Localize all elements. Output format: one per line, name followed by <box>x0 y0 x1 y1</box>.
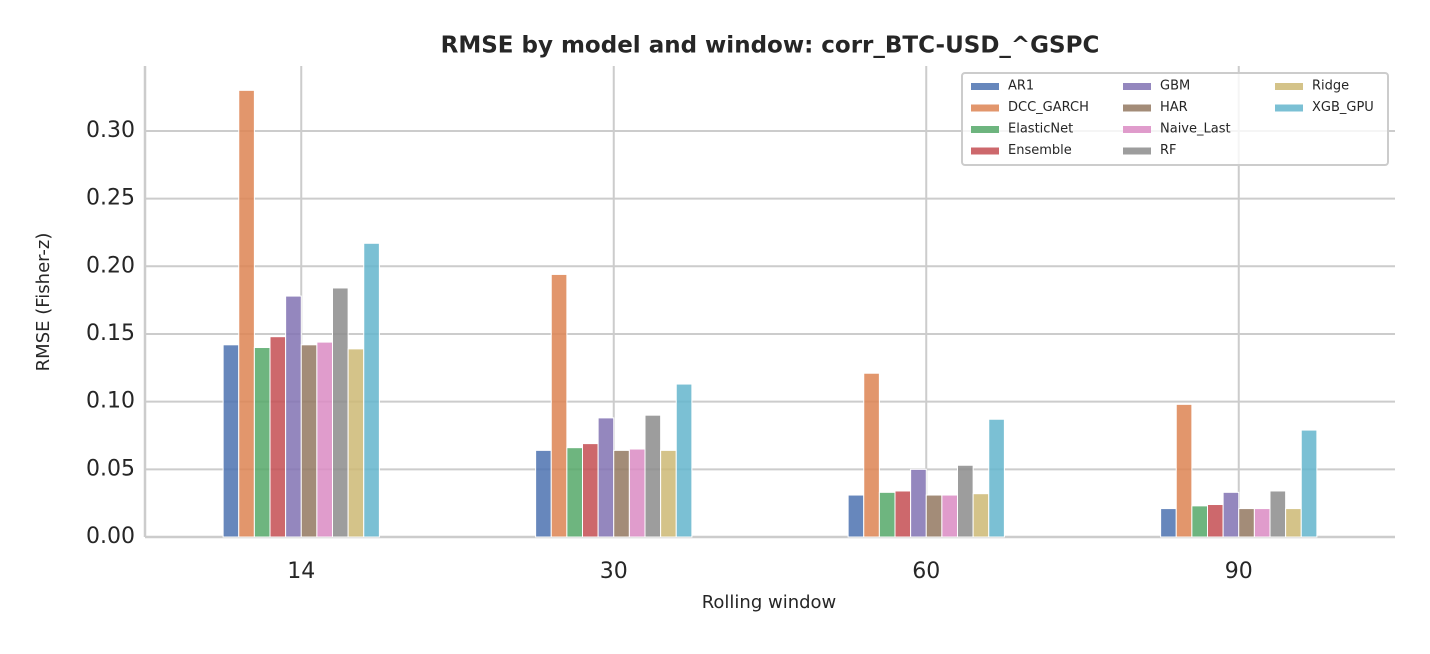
bar <box>285 295 302 538</box>
bar <box>238 89 255 538</box>
chart-title: RMSE by model and window: corr_BTC-USD_^… <box>441 33 1100 59</box>
bar <box>1191 505 1208 538</box>
bar <box>566 447 583 538</box>
bar <box>1269 490 1287 538</box>
bar <box>628 448 646 538</box>
y-tick-label: 0.00 <box>86 524 135 549</box>
y-tick-label: 0.30 <box>86 118 135 143</box>
legend-label: Ridge <box>1312 79 1349 94</box>
bar <box>363 242 380 538</box>
legend-swatch <box>1123 126 1151 133</box>
bar <box>1238 508 1255 538</box>
legend-label: RF <box>1160 143 1177 158</box>
bar <box>253 347 271 538</box>
legend-label: XGB_GPU <box>1312 100 1374 115</box>
y-tick-label: 0.10 <box>86 389 135 414</box>
bar <box>332 287 349 538</box>
bar <box>941 494 958 538</box>
legend-swatch <box>1123 83 1151 90</box>
legend-label: GBM <box>1160 79 1190 94</box>
legend-swatch <box>1123 147 1151 155</box>
bar <box>925 494 943 538</box>
bar <box>269 336 287 538</box>
legend-swatch <box>971 147 999 155</box>
bar <box>894 490 912 538</box>
bar <box>660 449 677 538</box>
bar <box>1300 429 1318 538</box>
bar <box>347 348 365 538</box>
legend-label: DCC_GARCH <box>1008 100 1089 115</box>
bar <box>847 494 865 538</box>
bar <box>988 418 1005 538</box>
bar <box>316 341 333 538</box>
bar <box>1222 491 1240 538</box>
bar <box>300 344 318 538</box>
bar <box>957 464 974 538</box>
x-tick-label: 30 <box>600 559 628 584</box>
legend-label: Ensemble <box>1008 143 1072 158</box>
legend-box <box>961 72 1389 166</box>
bar <box>878 491 896 538</box>
legend: AR1 DCC_GARCH ElasticNet Ensemble GBM HAR Naiv… <box>961 72 1389 166</box>
legend-label: ElasticNet <box>1008 122 1073 137</box>
bar <box>972 493 990 538</box>
x-axis-label: Rolling window <box>702 592 837 613</box>
bar <box>597 417 615 538</box>
bar <box>550 273 568 538</box>
legend-label: HAR <box>1160 100 1188 115</box>
bar <box>613 449 630 538</box>
legend-swatch <box>971 83 999 90</box>
x-tick-label: 90 <box>1225 559 1253 584</box>
y-tick-label: 0.25 <box>86 186 135 211</box>
bar <box>1253 508 1271 538</box>
legend-swatch <box>1275 83 1303 90</box>
bar <box>910 468 927 538</box>
bar <box>675 383 693 538</box>
bar <box>1285 508 1302 538</box>
y-axis-label: RMSE (Fisher-z) <box>33 233 54 372</box>
bar <box>582 443 599 538</box>
x-tick-label: 14 <box>287 559 315 584</box>
legend-swatch <box>1123 104 1151 112</box>
legend-swatch <box>1275 104 1303 112</box>
legend-label: AR1 <box>1008 79 1034 94</box>
y-tick-label: 0.20 <box>86 253 135 278</box>
bar <box>863 372 880 538</box>
bar <box>222 344 240 538</box>
x-tick-label: 60 <box>912 559 940 584</box>
bar <box>535 449 552 538</box>
bar <box>1175 403 1193 538</box>
y-tick-label: 0.15 <box>86 321 135 346</box>
bar <box>644 414 662 538</box>
y-tick-label: 0.05 <box>86 456 135 481</box>
bar <box>1160 508 1177 538</box>
legend-label: Naive_Last <box>1160 122 1231 137</box>
legend-swatch <box>971 126 999 133</box>
legend-swatch <box>971 104 999 112</box>
bar <box>1207 504 1224 538</box>
